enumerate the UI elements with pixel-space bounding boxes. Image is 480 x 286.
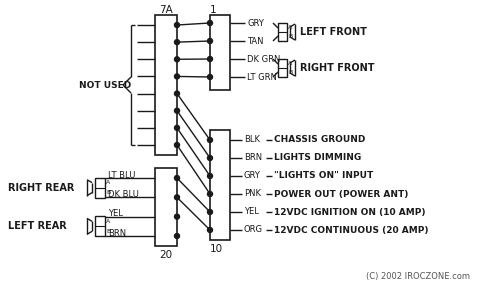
- Circle shape: [175, 195, 180, 200]
- Circle shape: [207, 39, 213, 43]
- Text: 10: 10: [210, 244, 223, 254]
- Circle shape: [207, 210, 213, 214]
- Text: DK GRN: DK GRN: [247, 55, 280, 63]
- Circle shape: [175, 40, 180, 45]
- Text: B: B: [106, 229, 110, 234]
- Text: LEFT REAR: LEFT REAR: [8, 221, 67, 231]
- Text: BLK: BLK: [244, 136, 260, 144]
- Circle shape: [175, 176, 180, 180]
- Circle shape: [207, 21, 213, 25]
- Bar: [155, 15, 177, 155]
- Circle shape: [207, 57, 213, 61]
- Circle shape: [175, 74, 180, 79]
- Text: GRY: GRY: [244, 172, 261, 180]
- Text: BRN: BRN: [244, 154, 262, 162]
- Text: 12VDC CONTINUOUS (20 AMP): 12VDC CONTINUOUS (20 AMP): [274, 225, 429, 235]
- Text: DK BLU: DK BLU: [108, 190, 139, 199]
- Bar: [95, 178, 105, 198]
- Text: A: A: [106, 180, 110, 185]
- Circle shape: [175, 214, 180, 219]
- Text: GRY: GRY: [247, 19, 264, 27]
- Circle shape: [207, 227, 213, 233]
- Text: A: A: [288, 61, 292, 66]
- Text: POWER OUT (POWER ANT): POWER OUT (POWER ANT): [274, 190, 408, 198]
- Text: 12VDC IGNITION ON (10 AMP): 12VDC IGNITION ON (10 AMP): [274, 208, 425, 217]
- Circle shape: [207, 138, 213, 142]
- Bar: [210, 15, 230, 90]
- Text: YEL: YEL: [108, 209, 123, 218]
- Circle shape: [207, 156, 213, 160]
- Text: B: B: [288, 34, 292, 39]
- Text: B: B: [288, 70, 292, 75]
- Text: 1: 1: [210, 5, 216, 15]
- Text: TAN: TAN: [247, 37, 264, 45]
- Circle shape: [175, 142, 180, 148]
- Text: PNK: PNK: [244, 190, 261, 198]
- Circle shape: [175, 233, 180, 239]
- Bar: [278, 59, 287, 77]
- Circle shape: [175, 91, 180, 96]
- Text: LIGHTS DIMMING: LIGHTS DIMMING: [274, 154, 361, 162]
- Text: LEFT FRONT: LEFT FRONT: [300, 27, 367, 37]
- Text: A: A: [106, 219, 110, 224]
- Text: RIGHT FRONT: RIGHT FRONT: [300, 63, 374, 73]
- Circle shape: [207, 192, 213, 196]
- Text: LT GRN: LT GRN: [247, 72, 277, 82]
- Circle shape: [175, 57, 180, 62]
- Text: (C) 2002 IROCZONE.com: (C) 2002 IROCZONE.com: [366, 271, 470, 281]
- Text: "LIGHTS ON" INPUT: "LIGHTS ON" INPUT: [274, 172, 373, 180]
- Circle shape: [207, 174, 213, 178]
- Text: A: A: [288, 25, 292, 30]
- Bar: [155, 168, 177, 246]
- Text: B: B: [106, 190, 110, 195]
- Bar: [278, 23, 287, 41]
- Circle shape: [175, 108, 180, 113]
- Text: 7A: 7A: [159, 5, 173, 15]
- Text: ORG: ORG: [244, 225, 263, 235]
- Text: CHASSIS GROUND: CHASSIS GROUND: [274, 136, 365, 144]
- Circle shape: [207, 74, 213, 80]
- Circle shape: [175, 23, 180, 27]
- Text: LT BLU: LT BLU: [108, 170, 135, 180]
- Text: YEL: YEL: [244, 208, 259, 217]
- Circle shape: [175, 125, 180, 130]
- Text: RIGHT REAR: RIGHT REAR: [8, 183, 74, 193]
- Text: 20: 20: [159, 250, 173, 260]
- Text: BRN: BRN: [108, 229, 126, 237]
- Text: NOT USED: NOT USED: [79, 80, 131, 90]
- Bar: [95, 216, 105, 236]
- Bar: [210, 130, 230, 240]
